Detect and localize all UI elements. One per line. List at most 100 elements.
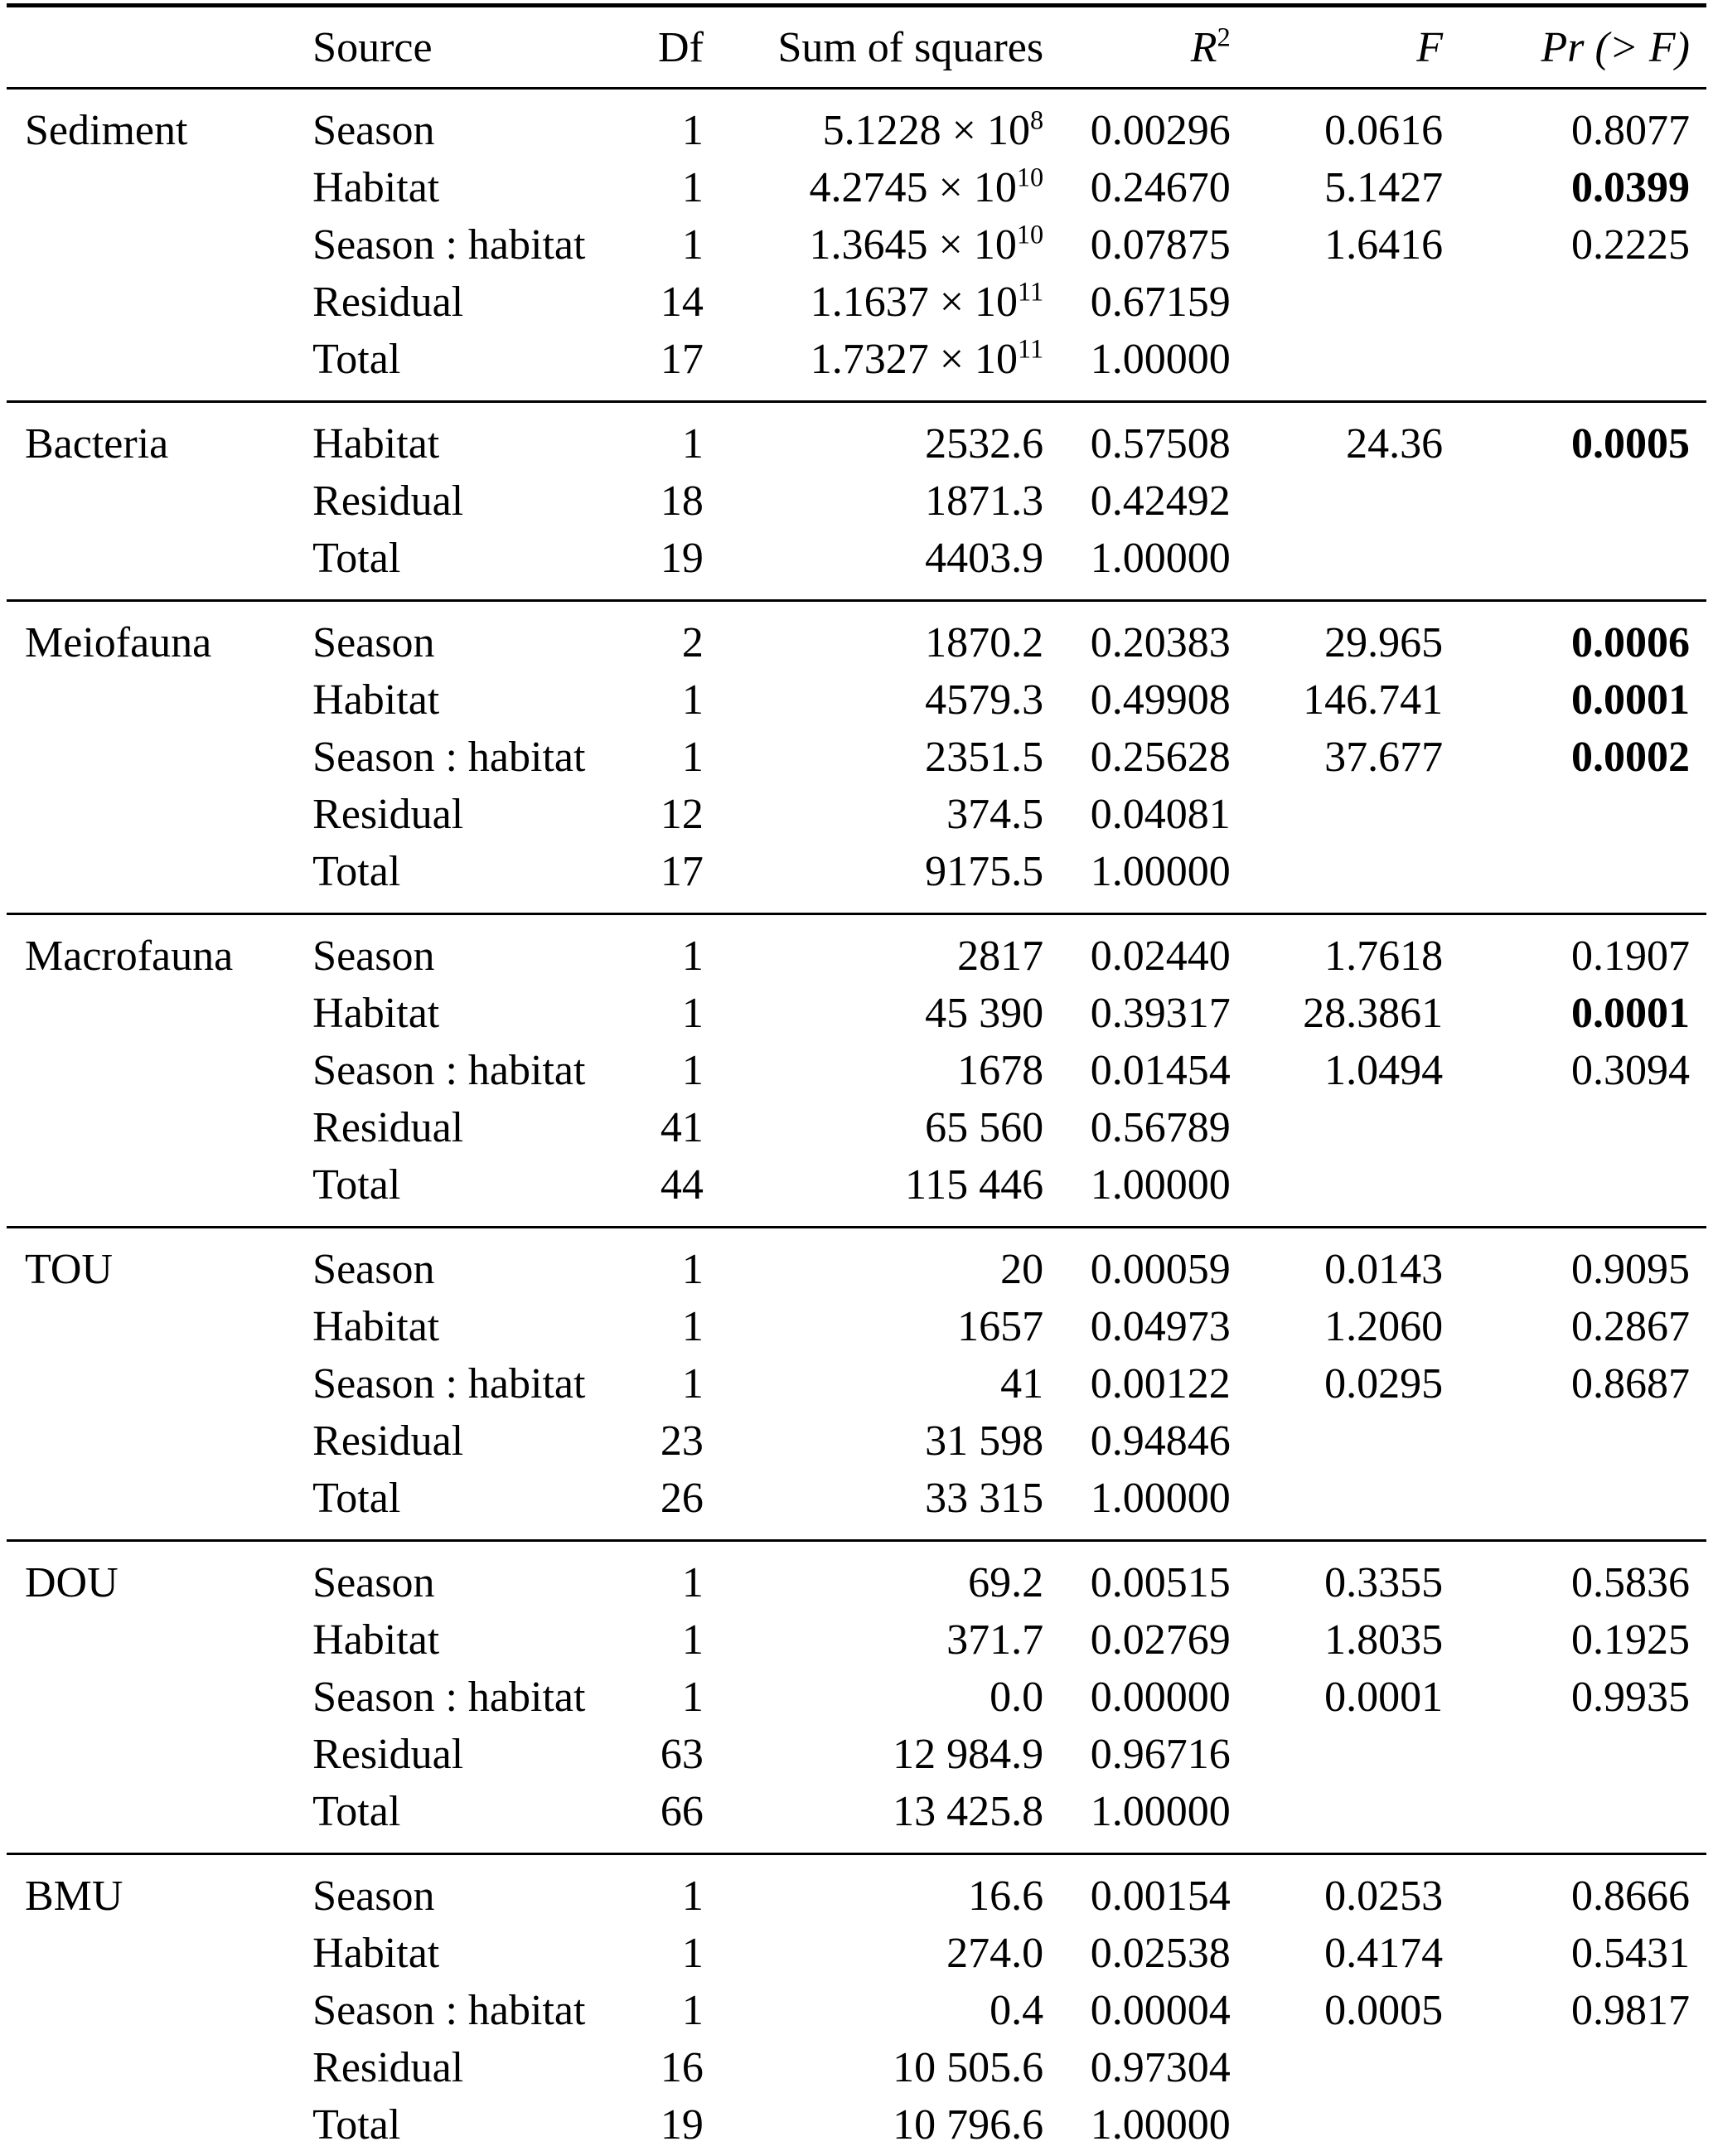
table-row: Total 17 1.7327 × 1011 1.00000: [7, 331, 1706, 402]
df-cell: 17: [660, 848, 704, 895]
source-cell: Total: [312, 1161, 401, 1209]
r-squared-cell: 1.00000: [1090, 848, 1231, 895]
source-cell: Season: [312, 1873, 435, 1920]
p-value-cell: [1443, 331, 1706, 402]
f-statistic-cell: [1231, 472, 1443, 530]
r-squared-cell: 0.00515: [1090, 1559, 1231, 1606]
r-squared-cell: 0.20383: [1090, 619, 1231, 666]
group-label: DOU: [25, 1559, 119, 1606]
sum-of-squares-cell: 5.1228 × 108: [822, 104, 1044, 154]
f-statistic-cell: [1231, 1783, 1443, 1854]
r-squared-cell: 0.39317: [1090, 990, 1231, 1037]
r-squared-cell: 0.02538: [1090, 1930, 1231, 1977]
group-label: Meiofauna: [25, 619, 212, 666]
group-label: [7, 1726, 312, 1783]
table-row: Habitat 1 274.0 0.02538 0.4174 0.5431: [7, 1925, 1706, 1982]
table-row: Total 44 115 446 1.00000: [7, 1156, 1706, 1228]
source-cell: Habitat: [312, 676, 440, 724]
f-statistic-cell: [1231, 1412, 1443, 1470]
table-row: Habitat 1 1657 0.04973 1.2060 0.2867: [7, 1298, 1706, 1355]
table-row: Sediment Season 1 5.1228 × 108 0.00296 0.0616…: [7, 89, 1706, 160]
group-label: [7, 786, 312, 843]
sum-of-squares-cell: 10 505.6: [893, 2044, 1044, 2091]
source-cell: Habitat: [312, 1616, 440, 1664]
df-cell: 16: [660, 2044, 704, 2091]
sum-of-squares-cell: 1.3645 × 1010: [809, 219, 1044, 269]
f-statistic-cell: 1.2060: [1324, 1303, 1444, 1350]
source-cell: Total: [312, 1788, 401, 1835]
df-cell: 1: [681, 221, 704, 269]
sum-of-squares-cell: 16.6: [968, 1873, 1044, 1920]
df-cell: 2: [681, 619, 704, 666]
source-cell: Residual: [312, 2044, 464, 2091]
header-p-value: Pr (> F): [1541, 23, 1691, 71]
group-label: Macrofauna: [25, 933, 234, 980]
source-cell: Season: [312, 933, 435, 980]
df-cell: 14: [660, 279, 704, 326]
df-cell: 1: [681, 420, 704, 468]
df-cell: 41: [660, 1104, 704, 1151]
p-value-cell: 0.0001: [1571, 676, 1690, 724]
exponent: 11: [1018, 276, 1044, 307]
source-cell: Season: [312, 1559, 435, 1606]
table-row: Total 26 33 315 1.00000: [7, 1470, 1706, 1541]
f-statistic-cell: [1231, 274, 1443, 331]
r-squared-cell: 0.94846: [1090, 1417, 1231, 1465]
table-row: Bacteria Habitat 1 2532.6 0.57508 24.36 0.0005: [7, 402, 1706, 473]
r-squared-cell: 0.01454: [1090, 1047, 1231, 1094]
p-value-cell: 0.1925: [1571, 1616, 1690, 1664]
group-label: [7, 843, 312, 914]
r-squared-cell: 0.00122: [1090, 1360, 1231, 1407]
source-cell: Residual: [312, 1104, 464, 1151]
group-label: [7, 216, 312, 274]
table-row: Residual 16 10 505.6 0.97304: [7, 2039, 1706, 2096]
sum-of-squares-cell: 274.0: [946, 1930, 1044, 1977]
group-label: [7, 1669, 312, 1726]
r-squared-cell: 1.00000: [1090, 535, 1231, 582]
source-cell: Total: [312, 535, 401, 582]
r-squared-cell: 1.00000: [1090, 2101, 1231, 2149]
f-statistic-cell: 0.3355: [1324, 1559, 1444, 1606]
source-cell: Total: [312, 336, 401, 383]
exponent: 11: [1018, 333, 1044, 364]
f-statistic-cell: [1231, 1156, 1443, 1228]
r-squared-cell: 0.96716: [1090, 1731, 1231, 1778]
header-source: Source: [312, 23, 433, 71]
group-label: [7, 530, 312, 601]
source-cell: Season : habitat: [312, 221, 586, 269]
df-cell: 12: [660, 791, 704, 838]
source-cell: Total: [312, 1475, 401, 1522]
sum-of-squares-cell: 9175.5: [925, 848, 1044, 895]
f-statistic-cell: [1231, 331, 1443, 402]
sum-of-squares-cell: 1871.3: [925, 477, 1044, 525]
f-statistic-cell: 0.0005: [1324, 1987, 1444, 2034]
source-cell: Habitat: [312, 1930, 440, 1977]
group-label: [7, 159, 312, 216]
df-cell: 1: [681, 1930, 704, 1977]
df-cell: 1: [681, 1559, 704, 1606]
table-row: Residual 63 12 984.9 0.96716: [7, 1726, 1706, 1783]
header-f-statistic: F: [1416, 23, 1444, 71]
source-cell: Habitat: [312, 1303, 440, 1350]
p-value-cell: [1443, 843, 1706, 914]
header-r-squared-exponent: 2: [1217, 22, 1231, 52]
f-statistic-cell: 1.7618: [1324, 933, 1444, 980]
f-statistic-cell: [1231, 530, 1443, 601]
table-row: Habitat 1 4.2745 × 1010 0.24670 5.1427 0.0399: [7, 159, 1706, 216]
table-row: Total 19 10 796.6 1.00000: [7, 2096, 1706, 2156]
group-label: [7, 472, 312, 530]
r-squared-cell: 1.00000: [1090, 1161, 1231, 1209]
group-label: TOU: [25, 1246, 113, 1293]
source-cell: Residual: [312, 1417, 464, 1465]
group-label: [7, 1355, 312, 1412]
group-label: [7, 2096, 312, 2156]
table-row: Residual 18 1871.3 0.42492: [7, 472, 1706, 530]
df-cell: 26: [660, 1475, 704, 1522]
r-squared-cell: 1.00000: [1090, 1475, 1231, 1522]
p-value-cell: 0.1907: [1571, 933, 1690, 980]
sum-of-squares-cell: 4.2745 × 1010: [809, 162, 1044, 211]
sum-of-squares-cell: 374.5: [946, 791, 1044, 838]
r-squared-cell: 0.67159: [1090, 279, 1231, 326]
source-cell: Season : habitat: [312, 1987, 586, 2034]
r-squared-cell: 0.00059: [1090, 1246, 1231, 1293]
